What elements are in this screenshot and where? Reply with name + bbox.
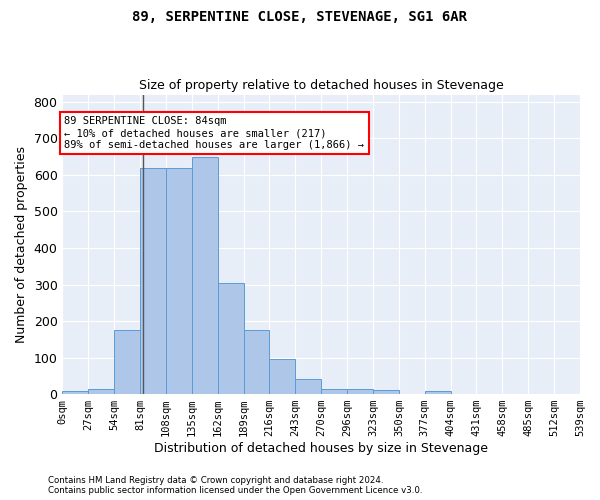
Bar	[321, 388, 347, 394]
Text: 89, SERPENTINE CLOSE, STEVENAGE, SG1 6AR: 89, SERPENTINE CLOSE, STEVENAGE, SG1 6AR	[133, 10, 467, 24]
Bar	[425, 391, 451, 394]
Text: 89 SERPENTINE CLOSE: 84sqm
← 10% of detached houses are smaller (217)
89% of sem: 89 SERPENTINE CLOSE: 84sqm ← 10% of deta…	[64, 116, 364, 150]
Bar	[114, 330, 140, 394]
Bar	[192, 156, 218, 394]
Bar	[140, 168, 166, 394]
Bar	[347, 390, 373, 394]
Bar	[166, 168, 192, 394]
Text: Contains HM Land Registry data © Crown copyright and database right 2024.
Contai: Contains HM Land Registry data © Crown c…	[48, 476, 422, 495]
Bar	[88, 390, 114, 394]
Title: Size of property relative to detached houses in Stevenage: Size of property relative to detached ho…	[139, 79, 503, 92]
Bar	[295, 380, 321, 394]
Bar	[373, 390, 399, 394]
Y-axis label: Number of detached properties: Number of detached properties	[15, 146, 28, 343]
Bar	[62, 391, 88, 394]
Bar	[269, 358, 295, 394]
Bar	[218, 282, 244, 394]
Bar	[244, 330, 269, 394]
X-axis label: Distribution of detached houses by size in Stevenage: Distribution of detached houses by size …	[154, 442, 488, 455]
